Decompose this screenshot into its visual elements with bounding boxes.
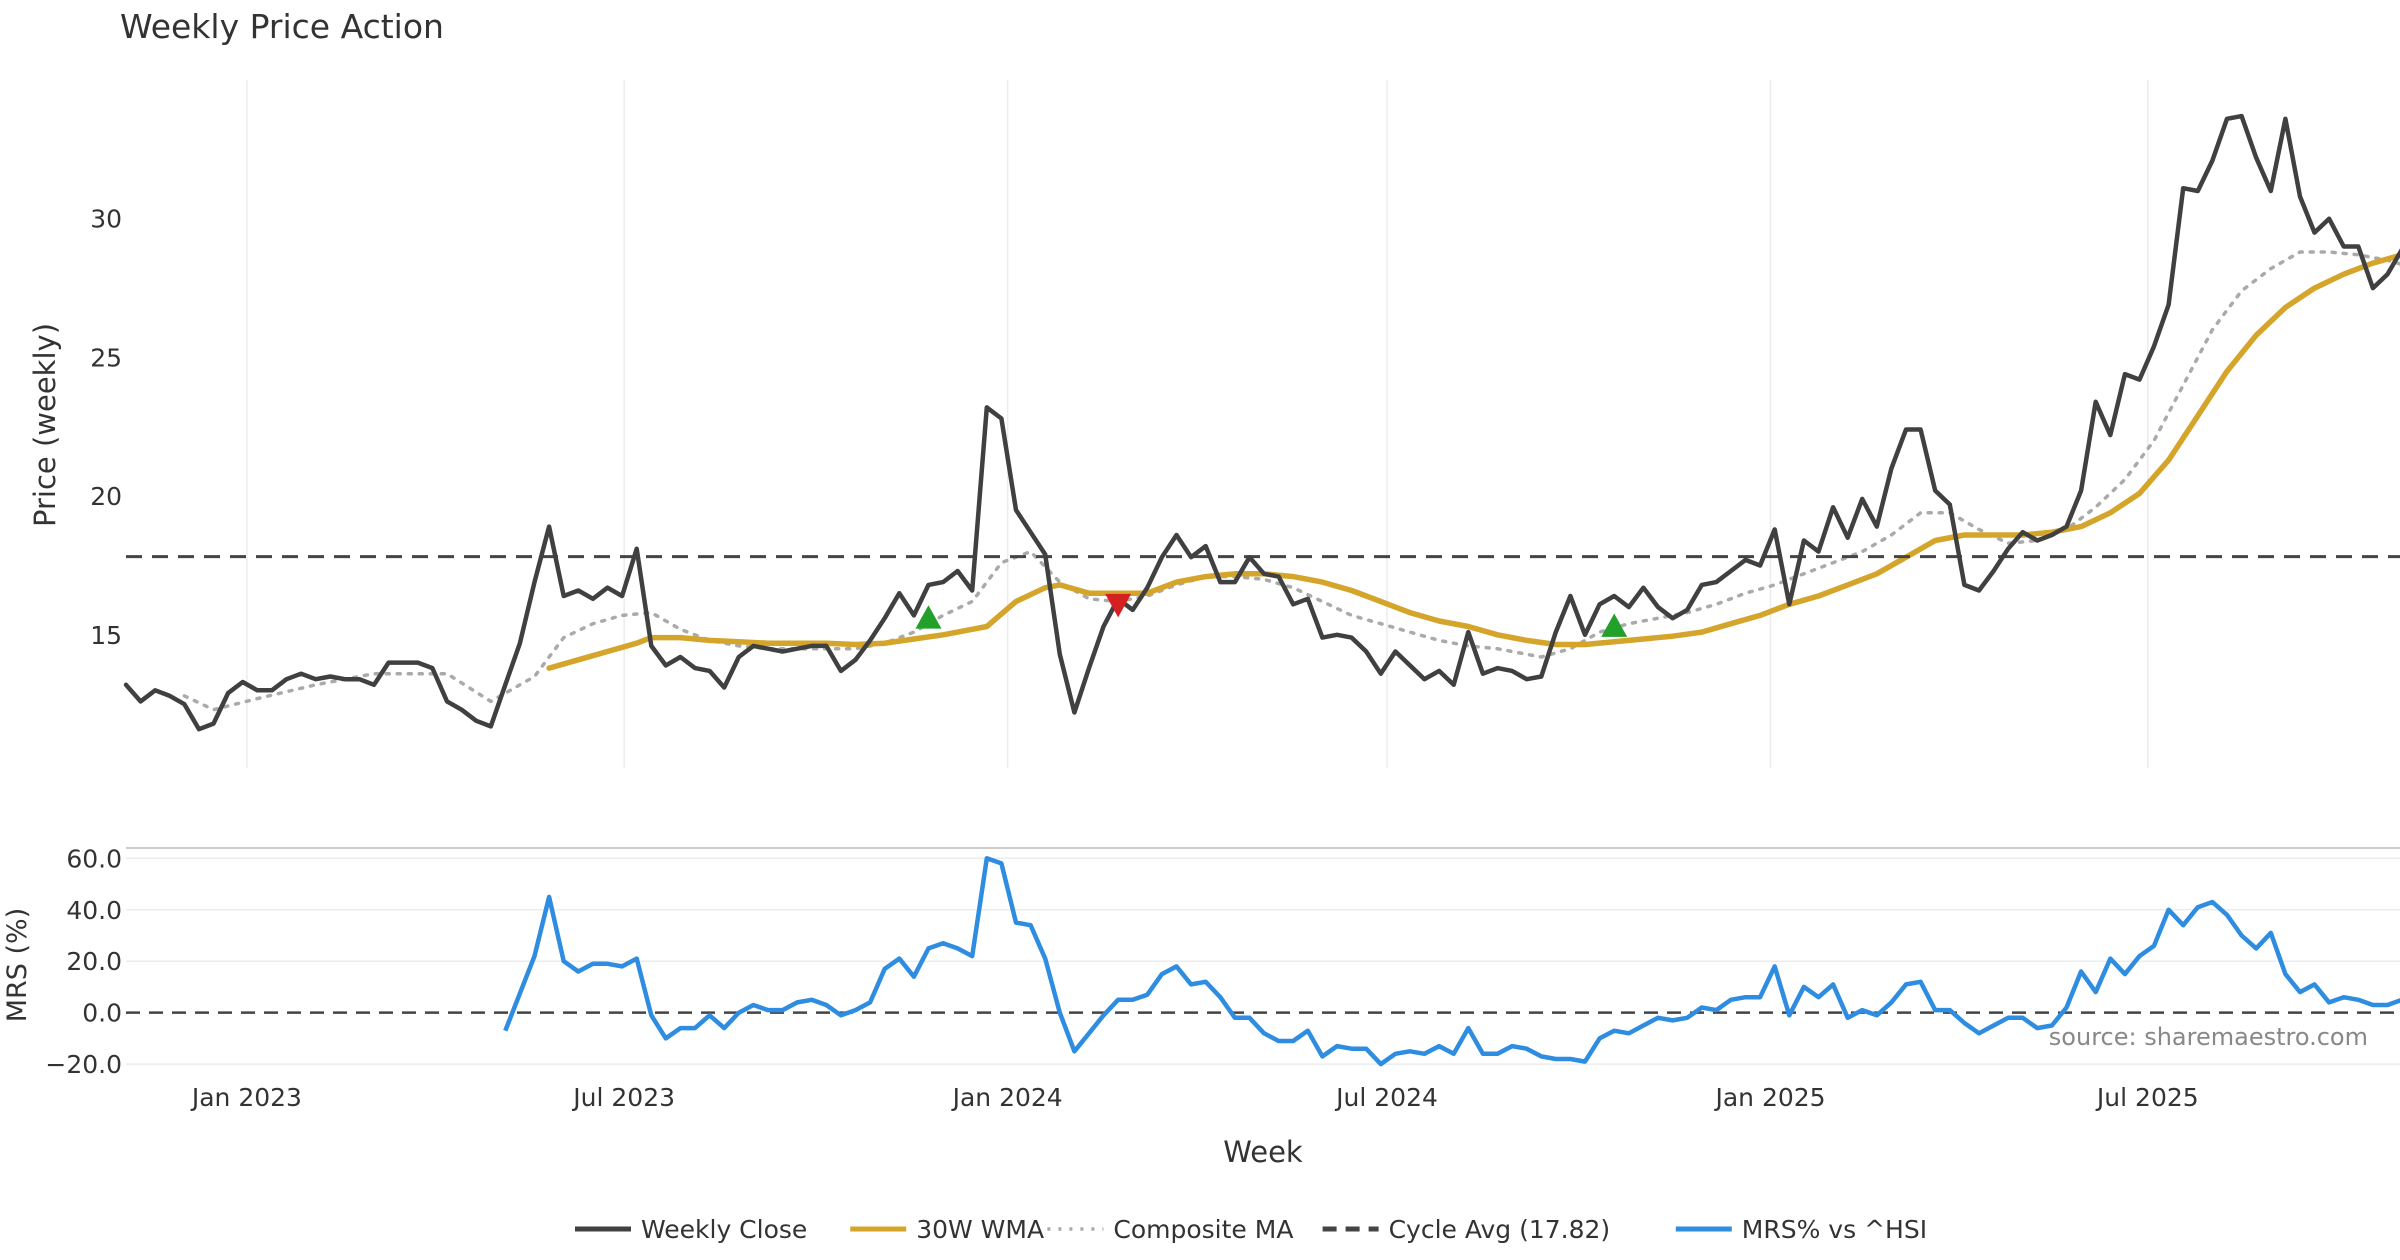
mrs-tick-label: 40.0 bbox=[66, 896, 122, 925]
x-tick-label: Jul 2024 bbox=[1334, 1083, 1438, 1112]
price-tick-label: 15 bbox=[90, 621, 122, 650]
chart-title: Weekly Price Action bbox=[120, 7, 444, 46]
x-tick-label: Jan 2024 bbox=[951, 1083, 1063, 1112]
legend: Weekly Close 30W WMA Composite MA Cycle Avg… bbox=[575, 1215, 1927, 1244]
price-axis-label: Price (weekly) bbox=[28, 323, 62, 527]
source-annotation: source: sharemaestro.com bbox=[2049, 1023, 2368, 1051]
mrs-axis-label: MRS (%) bbox=[2, 908, 33, 1023]
tick-layer: 15 20 25 30 60.0 40.0 20.0 0.0 −20.0 Jan 2023 Jul … bbox=[45, 205, 2198, 1112]
x-axis-label: Week bbox=[1223, 1135, 1303, 1169]
x-tick-label: Jul 2025 bbox=[2095, 1083, 2199, 1112]
legend-label: MRS% vs ^HSI bbox=[1742, 1215, 1927, 1244]
price-tick-label: 30 bbox=[90, 205, 122, 234]
legend-label: Cycle Avg (17.82) bbox=[1389, 1215, 1611, 1244]
composite-ma-series bbox=[182, 250, 2400, 712]
x-tick-label: Jan 2025 bbox=[1713, 1083, 1825, 1112]
grid-layer bbox=[126, 80, 2400, 1065]
weekly-close-series bbox=[123, 113, 2400, 732]
mrs-tick-label: 0.0 bbox=[82, 999, 122, 1028]
legend-label: Composite MA bbox=[1113, 1215, 1293, 1244]
buy-signal-marker bbox=[915, 605, 942, 629]
mrs-tick-label: −20.0 bbox=[45, 1050, 122, 1079]
legend-label: Weekly Close bbox=[641, 1215, 807, 1244]
x-tick-label: Jul 2023 bbox=[571, 1083, 675, 1112]
mrs-tick-label: 20.0 bbox=[66, 947, 122, 976]
sell-signal-marker bbox=[1105, 593, 1132, 618]
mrs-tick-label: 60.0 bbox=[66, 844, 122, 873]
price-tick-label: 25 bbox=[90, 343, 122, 372]
signal-marker-layer bbox=[915, 593, 1628, 637]
30w-wma-series bbox=[546, 252, 2400, 671]
legend-label: 30W WMA bbox=[916, 1215, 1044, 1244]
buy-signal-marker bbox=[1601, 613, 1628, 637]
price-tick-label: 20 bbox=[90, 482, 122, 511]
mrs-series bbox=[503, 856, 2400, 1067]
x-tick-label: Jan 2023 bbox=[190, 1083, 302, 1112]
series-layer bbox=[123, 113, 2400, 1067]
